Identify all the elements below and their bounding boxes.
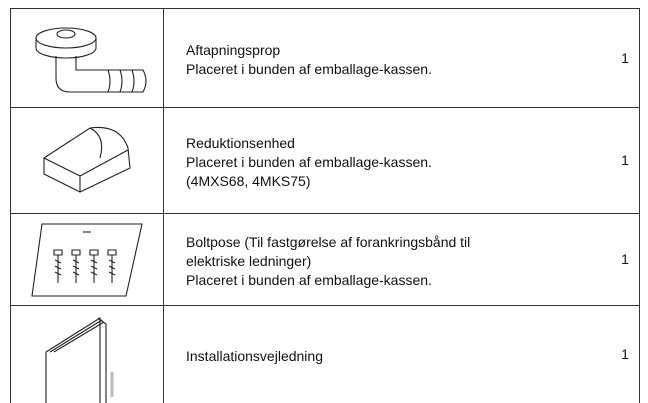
- manual-icon: [45, 317, 114, 403]
- description-line: Aftapningsprop: [186, 41, 281, 58]
- table-row: Aftapningsprop Placeret i bunden af embal…: [10, 8, 640, 107]
- description-line: Placeret i bunden af emballage-kassen.: [186, 271, 432, 288]
- bolt-bag-icon: [31, 223, 143, 297]
- description-line: Reduktionsenhed: [186, 134, 295, 151]
- quantity: 1: [621, 251, 629, 267]
- quantity: 1: [621, 346, 629, 362]
- description-line: Placeret i bunden af emballage-kassen.: [186, 153, 432, 170]
- border: [639, 8, 640, 403]
- column-divider: [163, 8, 164, 403]
- drain-plug-icon: [35, 27, 147, 93]
- border: [10, 8, 11, 403]
- reduction-unit-icon: [43, 126, 131, 193]
- table-row: Reduktionsenhed Placeret i bunden af emba…: [10, 107, 640, 213]
- description-line: Boltpose (Til fastgørelse af forankrings…: [186, 233, 471, 250]
- description-line: Installationsvejledning: [186, 347, 323, 364]
- description-line: Placeret i bunden af emballage-kassen.: [186, 60, 432, 77]
- row-divider: [10, 305, 640, 306]
- quantity: 1: [621, 152, 629, 168]
- quantity: 1: [621, 49, 629, 66]
- description-line: elektriske ledninger): [186, 252, 312, 269]
- description-line: (4MXS68, 4MKS75): [186, 172, 311, 189]
- table-row: Boltpose (Til fastgørelse af forankrings…: [10, 213, 640, 305]
- table-row: Installationsvejledning 1: [10, 305, 640, 403]
- row-divider: [10, 107, 640, 108]
- border: [10, 8, 640, 9]
- row-divider: [10, 213, 640, 214]
